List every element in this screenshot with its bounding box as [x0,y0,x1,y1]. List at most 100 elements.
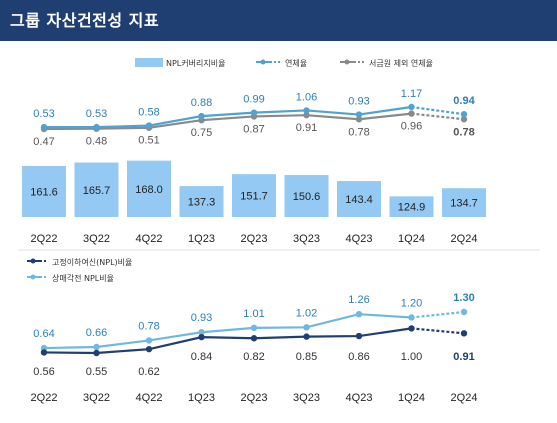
label-npl-4: 0.82 [243,351,264,363]
point-npl-1 [93,349,100,357]
point-npl-2 [145,345,153,353]
top-x-tick-4Q22: 4Q22 [136,233,163,245]
line-npl [43,327,412,355]
label-npl-5: 0.85 [296,351,317,363]
bar-label-2Q23: 151.7 [240,191,268,203]
point-npl-3 [198,333,205,341]
bar-label-4Q23: 143.4 [345,194,373,206]
legend-label-coverage: NPL커버리지비율 [166,58,225,68]
top-legend: NPL커버리지비율 연체율 서금원 제외 연체율 [135,58,433,68]
bar-coverage-3Q23 [284,175,329,217]
label-delinquency-ex-3: 0.75 [191,127,212,139]
legend-label-npl: 고정이하여신(NPL)비율 [52,257,132,267]
top-x-tick-2Q23: 2Q23 [241,233,268,245]
point-npl-pre-3 [198,329,205,336]
point-npl-pre-1 [93,343,100,351]
point-npl-0 [40,349,48,356]
point-delinquency-ex-8 [460,116,468,123]
label-npl-pre-2: 0.78 [138,320,159,332]
bottom-x-tick-1Q24: 1Q24 [398,392,425,404]
legend-swatch-coverage [135,58,163,67]
bar-label-2Q22: 161.6 [30,186,58,198]
asset-quality-charts: NPL커버리지비율 연체율 서금원 제외 연체율 161.6 165.7 168.0… [18,58,540,404]
line-npl-pre [43,313,412,350]
label-delinquency-1: 0.53 [86,108,107,120]
top-x-tick-1Q23: 1Q23 [188,233,215,245]
point-npl-7 [408,325,415,332]
point-npl-4 [250,335,258,342]
bar-coverage-1Q23 [179,186,224,217]
point-npl-pre-2 [145,337,153,344]
label-delinquency-0: 0.53 [33,108,54,120]
label-delinquency-2: 0.58 [138,107,159,119]
label-delinquency-5: 1.06 [296,91,317,103]
bottom-x-tick-2Q23: 2Q23 [241,392,268,404]
bar-label-2Q24: 134.7 [450,198,478,210]
top-x-tick-4Q23: 4Q23 [346,233,373,245]
label-npl-0: 0.56 [33,366,54,378]
legend-swatch-npl [27,258,48,264]
point-npl-8 [460,330,468,337]
legend-label-delinquency-ex: 서금원 제외 연체율 [369,58,433,68]
point-delinquency-5 [303,107,310,114]
top-x-tick-3Q22: 3Q22 [83,233,110,245]
label-npl-pre-1: 0.66 [86,327,107,339]
label-npl-6: 0.86 [348,351,369,363]
legend-label-delinquency: 연체율 [285,58,307,68]
bar-coverage-2Q24 [442,188,486,217]
bar-coverage-2Q22 [22,165,66,217]
label-delinquency-3: 0.88 [191,97,212,109]
label-delinquency-7: 1.17 [401,88,422,100]
label-npl-7: 1.00 [401,351,422,363]
label-npl-pre-5: 1.02 [296,307,317,319]
point-delinquency-ex-7 [408,110,415,117]
point-delinquency-7 [408,103,415,111]
point-delinquency-3 [198,112,205,120]
bar-label-3Q23: 150.6 [293,191,321,203]
line-delinquency-ex [43,112,412,131]
label-delinquency-6: 0.93 [348,96,369,108]
label-delinquency-8: 0.94 [453,95,475,107]
label-delinquency-ex-4: 0.87 [243,123,264,135]
legend-swatch-delinquency [256,59,282,65]
label-delinquency-ex-2: 0.51 [138,135,159,147]
label-delinquency-ex-0: 0.47 [33,136,54,148]
label-npl-pre-7: 1.20 [401,297,422,309]
page-title: 그룹 자산건전성 지표 [10,11,160,30]
point-npl-5 [303,333,310,340]
label-delinquency-4: 0.99 [243,94,264,106]
bottom-x-tick-2Q24: 2Q24 [451,392,478,404]
label-npl-pre-4: 1.01 [243,308,264,320]
bar-label-1Q24: 124.9 [398,202,426,214]
point-delinquency-2 [145,122,153,129]
legend-label-npl-pre: 상매각전 NPL비율 [52,273,114,283]
bar-coverage-4Q22 [127,160,171,217]
bottom-x-tick-3Q23: 3Q23 [293,392,320,404]
point-npl-6 [355,332,363,340]
label-npl-pre-3: 0.93 [191,312,212,324]
top-x-tick-1Q24: 1Q24 [398,233,425,245]
point-npl-pre-6 [355,310,363,318]
bottom-x-tick-4Q23: 4Q23 [346,392,373,404]
point-delinquency-ex-5 [303,111,310,119]
label-npl-1: 0.55 [86,366,107,378]
label-delinquency-ex-8: 0.78 [453,126,474,138]
label-delinquency-ex-1: 0.48 [86,136,107,148]
bar-coverage-1Q24 [389,196,434,217]
top-chart: 161.6 165.7 168.0 137.3 151.7 150.6 143.4 124.9… [22,88,486,245]
bar-label-4Q22: 168.0 [135,184,163,196]
point-npl-pre-4 [250,324,258,332]
bar-label-3Q22: 165.7 [83,185,111,197]
top-x-tick-3Q23: 3Q23 [293,233,320,245]
legend-swatch-delinquency-ex [340,59,366,65]
label-delinquency-ex-5: 0.91 [296,122,317,134]
label-delinquency-ex-6: 0.78 [348,126,369,138]
label-npl-8: 0.91 [453,351,474,363]
bar-coverage-2Q23 [232,174,276,217]
line-delinquency-ex-last [411,112,465,121]
point-delinquency-6 [355,111,363,118]
bottom-x-tick-3Q22: 3Q22 [83,392,110,404]
label-delinquency-ex-7: 0.96 [401,121,422,133]
line-delinquency-last [411,105,465,116]
bottom-x-tick-1Q23: 1Q23 [188,392,215,404]
